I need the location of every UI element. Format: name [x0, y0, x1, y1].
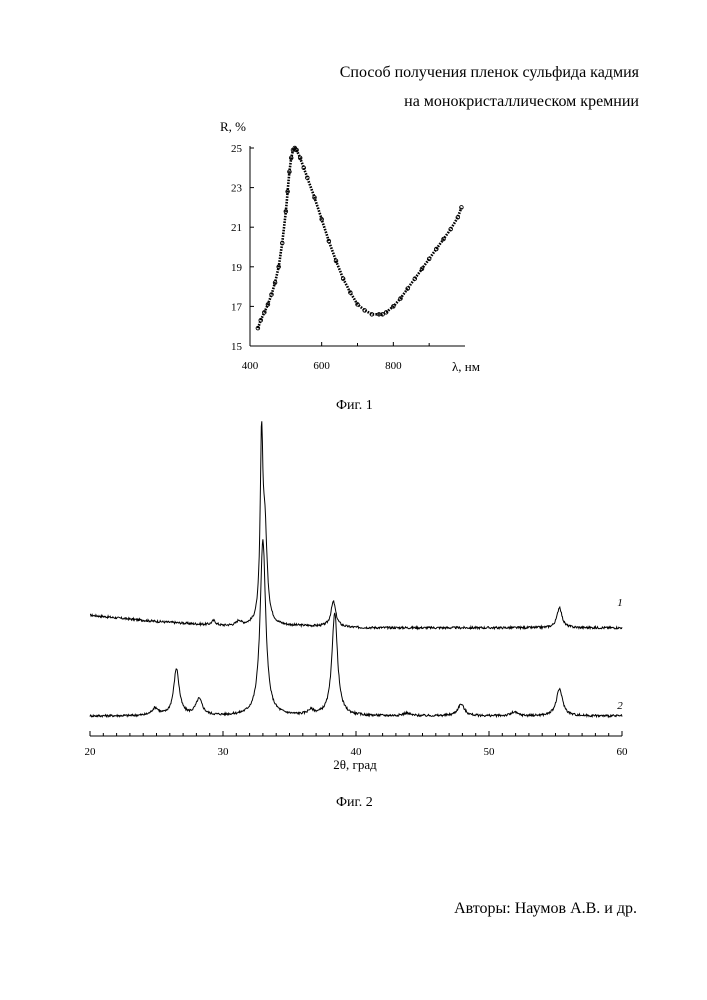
fig2-series-1-trace [90, 421, 622, 629]
fig2-x-tick-label: 20 [85, 746, 97, 758]
fig2-series-2-label: 2 [617, 700, 623, 712]
fig2-x-tick-label: 50 [484, 746, 496, 758]
fig2-x-tick-label: 60 [617, 746, 629, 758]
fig2-series-1-label: 1 [617, 597, 623, 609]
figure-2-caption: Фиг. 2 [336, 795, 373, 811]
fig2-x-axis-label: 2θ, град [333, 757, 377, 772]
authors-line: Авторы: Наумов А.В. и др. [454, 900, 637, 918]
fig2-x-tick-label: 30 [218, 746, 230, 758]
